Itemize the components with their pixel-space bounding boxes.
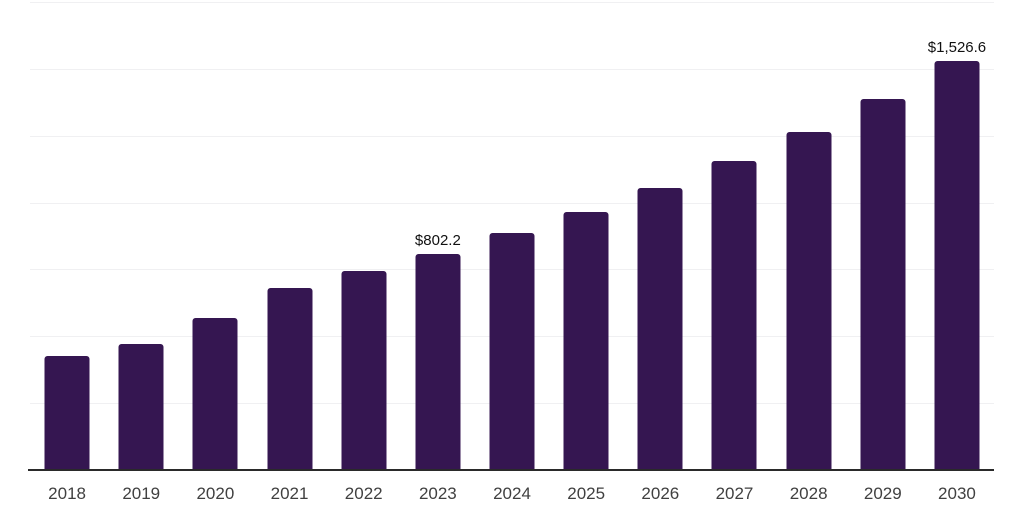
x-axis-tick-labels: 2018 2019 2020 2021 2022 2023 2024 2025 2026 2027… — [30, 484, 994, 504]
bar-slot-2026 — [623, 0, 697, 470]
bar-slot-2024 — [475, 0, 549, 470]
x-tick-label-2019: 2019 — [122, 484, 161, 503]
x-tick-label-2020: 2020 — [196, 484, 235, 503]
bar-slot-2030: $1,526.6 — [920, 0, 994, 470]
x-tick-label-2030: 2030 — [938, 484, 976, 503]
bar-2020 — [192, 318, 238, 469]
x-tick-label-2026: 2026 — [641, 484, 680, 503]
bar-slot-2021 — [252, 0, 326, 470]
bar-2023 — [415, 254, 461, 469]
gridline-1750 — [30, 2, 994, 3]
x-tick-label-2024: 2024 — [493, 484, 531, 503]
x-tick-label-2025: 2025 — [567, 484, 606, 503]
x-tick-label-2029: 2029 — [863, 484, 902, 503]
x-axis-line — [28, 469, 994, 471]
bars-row: $802.2 $1,526.6 — [30, 0, 994, 470]
data-label-2030: $1,526.6 — [927, 38, 987, 56]
bar-2025 — [563, 212, 609, 469]
data-label-2023: $802.2 — [414, 232, 461, 250]
x-tick-label-2021: 2021 — [270, 484, 309, 503]
bar-2018 — [44, 356, 90, 469]
bar-slot-2019 — [104, 0, 178, 470]
bar-2022 — [341, 271, 387, 469]
bar-slot-2022 — [327, 0, 401, 470]
bar-slot-2018 — [30, 0, 104, 470]
x-tick-label-2022: 2022 — [344, 484, 383, 503]
bar-slot-2028 — [772, 0, 846, 470]
bar-slot-2020 — [178, 0, 252, 470]
bar-2024 — [489, 233, 535, 469]
bar-2028 — [786, 131, 832, 469]
gridline-1500 — [30, 68, 994, 70]
plot-area: $802.2 $1,526.6 — [30, 0, 994, 470]
gridline-1250 — [30, 135, 994, 137]
bar-slot-2027 — [697, 0, 771, 470]
bar-2029 — [860, 98, 906, 469]
x-tick-label-2027: 2027 — [715, 484, 754, 503]
x-tick-label-2018: 2018 — [48, 484, 86, 503]
bar-slot-2029 — [846, 0, 920, 470]
bar-2027 — [711, 161, 757, 469]
gridline-1000 — [30, 202, 994, 204]
bar-slot-2025 — [549, 0, 623, 470]
bar-2019 — [118, 344, 164, 469]
bar-2021 — [267, 288, 313, 469]
bar-slot-2023: $802.2 — [401, 0, 475, 470]
bar-2026 — [637, 188, 683, 469]
x-tick-label-2023: 2023 — [418, 484, 457, 503]
x-tick-label-2028: 2028 — [789, 484, 828, 503]
bar-2030 — [934, 60, 980, 469]
